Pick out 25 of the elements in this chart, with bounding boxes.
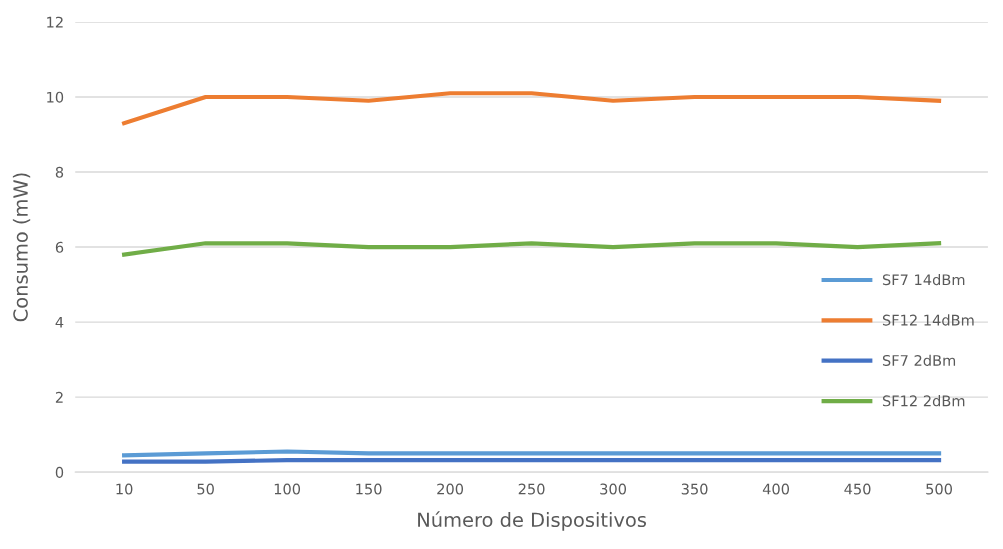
x-tick-label: 50 (197, 483, 214, 495)
y-tick-label: 0 (55, 466, 64, 478)
legend-label: SF7 14dBm (882, 273, 965, 286)
x-tick-label: 100 (274, 483, 301, 495)
x-tick-label: 500 (926, 483, 953, 495)
y-tick-label: 2 (55, 391, 63, 403)
x-tick-label: 150 (356, 483, 382, 495)
legend-label: SF7 2dBm (882, 354, 956, 366)
y-tick-label: 12 (47, 16, 63, 28)
y-tick-label: 4 (55, 316, 64, 328)
legend-label: SF12 2dBm (882, 395, 965, 407)
line-series (122, 91, 942, 126)
x-tick-label: 200 (437, 483, 464, 495)
x-tick-label: 250 (518, 483, 545, 495)
x-tick-label: 450 (844, 483, 871, 495)
x-tick-label: 400 (762, 483, 790, 495)
y-tick-label: 6 (55, 241, 64, 253)
x-tick-label: 300 (600, 483, 627, 495)
x-tick-label: 10 (116, 483, 133, 495)
y-tick-label: 8 (55, 166, 64, 178)
x-tick-label: 350 (681, 483, 708, 495)
y-tick-label: 10 (47, 91, 64, 103)
legend-label: SF12 14dBm (882, 314, 974, 326)
y-axis-title: Consumo (mW) (12, 173, 31, 322)
x-axis-title: Número de Dispositivos (418, 511, 647, 531)
